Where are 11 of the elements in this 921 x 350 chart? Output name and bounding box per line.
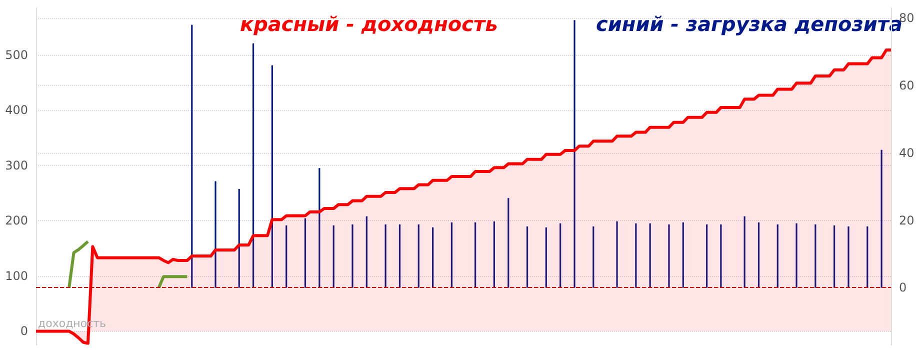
y2-tick-label: 60	[899, 78, 914, 93]
y-tick-label: 300	[5, 158, 28, 172]
y-tick-label: 200	[5, 214, 28, 228]
y-tick-label: 100	[5, 268, 28, 283]
y-tick-label: 0	[20, 324, 28, 338]
y2-tick-label: 0	[899, 280, 907, 295]
y2-tick-label: 40	[899, 146, 914, 160]
y-tick-label: 400	[5, 103, 28, 118]
y-tick-label: 500	[5, 48, 28, 62]
annotation: красный - доходность	[240, 12, 498, 36]
y2-tick-label: 20	[899, 213, 914, 228]
